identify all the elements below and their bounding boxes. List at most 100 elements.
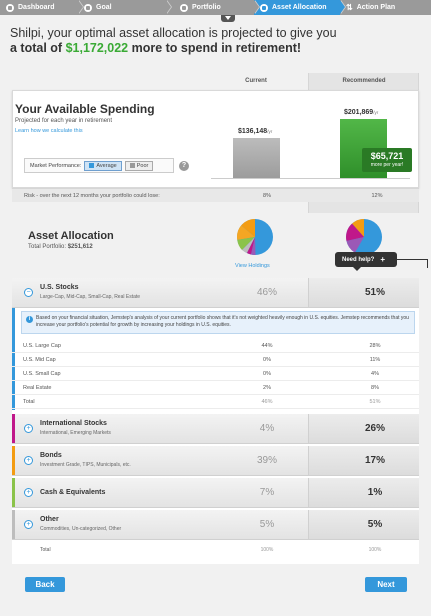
- portfolio-icon: [180, 3, 188, 12]
- subcategory-name: U.S. Large Cap: [23, 343, 61, 349]
- market-performance-selector: Market Performance: Average Poor: [24, 158, 174, 173]
- subcategory-current: 0%: [263, 371, 271, 377]
- poor-icon: [129, 163, 135, 168]
- subcategory-current: 2%: [263, 385, 271, 391]
- current-spending-amount: $136,148: [238, 128, 268, 135]
- current-allocation-pie[interactable]: [237, 219, 273, 255]
- pie-slice-real-estate: [346, 237, 364, 253]
- nav-step-dashboard[interactable]: Dashboard: [0, 0, 84, 15]
- headline-suffix: more to spend in retirement!: [128, 41, 302, 55]
- subcategory-current: 0%: [263, 357, 271, 363]
- us-stocks-color-stripe: [12, 278, 15, 410]
- nav-step-label: Dashboard: [18, 4, 55, 11]
- pie-slice-bonds-2: [237, 225, 255, 240]
- subcategory-current: 44%: [261, 343, 273, 349]
- category-current: 4%: [259, 423, 275, 434]
- category-row-cash-equivalents[interactable]: + Cash & Equivalents 7% 1%: [12, 478, 419, 508]
- category-row-us-stocks[interactable]: − U.S. Stocks Large-Cap, Mid-Cap, Small-…: [12, 278, 419, 308]
- subcategory-recommended: 8%: [371, 385, 379, 391]
- nav-step-label: Portfolio: [192, 4, 221, 11]
- table-row: U.S. Mid Cap 0% 11%: [12, 353, 419, 367]
- plus-icon: +: [380, 255, 386, 264]
- pie-slice-bonds: [352, 219, 364, 237]
- nav-step-label: Action Plan: [356, 4, 396, 11]
- risk-row: Risk - over the next 12 months your port…: [12, 188, 419, 202]
- category-name: Other: [40, 516, 59, 523]
- per-year-unit: /yr: [373, 110, 379, 115]
- back-button[interactable]: Back: [25, 577, 65, 592]
- category-recommended: 51%: [364, 287, 385, 298]
- view-holdings-link[interactable]: View Holdings: [235, 263, 270, 269]
- goal-icon: [84, 3, 92, 12]
- subcategory-recommended: 11%: [369, 357, 381, 363]
- swap-arrows-icon: ⇅: [346, 3, 353, 12]
- headline-amount: $1,172,022: [65, 41, 129, 55]
- table-row-total: Total 46% 51%: [12, 395, 419, 409]
- table-row: U.S. Large Cap 44% 28%: [12, 339, 419, 353]
- subcategory-current: 46%: [261, 399, 273, 405]
- asset-allocation-title: Asset Allocation: [28, 230, 114, 242]
- expand-icon[interactable]: +: [24, 456, 33, 465]
- market-poor-button[interactable]: Poor: [124, 160, 154, 171]
- category-row-international-stocks[interactable]: + International Stocks International, Em…: [12, 414, 419, 444]
- collapse-icon[interactable]: −: [24, 288, 33, 297]
- callout-line-vertical: [427, 259, 428, 268]
- next-button[interactable]: Next: [365, 577, 407, 592]
- nav-step-portfolio[interactable]: Portfolio: [166, 0, 260, 15]
- subcategory-recommended: 28%: [369, 343, 381, 349]
- per-year-unit: /yr: [267, 129, 273, 134]
- recommended-allocation-pie[interactable]: [346, 219, 382, 255]
- grand-total-label: Total: [40, 547, 51, 553]
- category-name: Cash & Equivalents: [40, 489, 106, 496]
- pie-slice-international: [247, 237, 255, 255]
- market-performance-label: Market Performance:: [30, 162, 82, 169]
- category-recommended: 1%: [367, 487, 383, 498]
- expand-icon[interactable]: +: [24, 520, 33, 529]
- column-header-current: Current: [245, 78, 267, 84]
- category-current: 39%: [256, 455, 277, 466]
- subcategory-name: U.S. Small Cap: [23, 371, 61, 377]
- nav-step-action-plan[interactable]: ⇅ Action Plan: [340, 0, 431, 15]
- category-row-bonds[interactable]: + Bonds Investment Grade, TIPS, Municipa…: [12, 446, 419, 476]
- more-per-year-badge: $65,721 more per year!: [362, 148, 412, 172]
- category-subtitle: Commodities, Un-categorized, Other: [40, 526, 122, 532]
- category-recommended: 26%: [364, 423, 385, 434]
- need-help-label: Need help?: [342, 256, 375, 263]
- pie-slice-real-estate: [251, 237, 256, 255]
- nav-step-goal[interactable]: Goal: [78, 0, 172, 15]
- category-subtitle: International, Emerging Markets: [40, 430, 111, 436]
- risk-label: Risk - over the next 12 months your port…: [24, 193, 160, 199]
- pie-slice-cash: [237, 237, 255, 250]
- total-portfolio-label: Total Portfolio:: [28, 244, 67, 250]
- category-row-other[interactable]: + Other Commodities, Un-categorized, Oth…: [12, 510, 419, 540]
- recommended-spending-amount: $201,869: [344, 109, 374, 116]
- pie-slice-bonds: [241, 219, 255, 237]
- need-help-button[interactable]: Need help? +: [335, 252, 397, 271]
- market-option-label: Average: [96, 162, 117, 169]
- category-current: 7%: [259, 487, 275, 498]
- headline-line1: Shilpi, your optimal asset allocation is…: [10, 26, 337, 40]
- subcategory-recommended: 4%: [371, 371, 379, 377]
- subcategory-name: U.S. Mid Cap: [23, 357, 56, 363]
- pie-slice-other: [242, 237, 255, 253]
- table-row: Real Estate 2% 8%: [12, 381, 419, 395]
- chevron-down-icon[interactable]: [221, 15, 235, 22]
- pie-slice-international: [346, 223, 364, 241]
- expand-icon[interactable]: +: [24, 424, 33, 433]
- category-name: International Stocks: [40, 420, 107, 427]
- spending-subtitle: Projected for each year in retirement: [15, 118, 113, 124]
- category-color-stripe: [12, 414, 15, 443]
- grand-total-row: Total 100% 100%: [12, 543, 419, 557]
- market-average-button[interactable]: Average: [84, 160, 122, 171]
- risk-current: 8%: [263, 193, 271, 199]
- nav-step-label: Asset Allocation: [272, 4, 327, 11]
- learn-calculation-link[interactable]: Learn how we calculate this: [15, 128, 83, 134]
- category-subtitle: Large-Cap, Mid-Cap, Small-Cap, Real Esta…: [40, 294, 141, 300]
- headline-prefix: a total of: [10, 41, 66, 55]
- help-question-icon[interactable]: ?: [179, 161, 189, 171]
- recommended-spending-value: $201,869/yr: [344, 109, 378, 116]
- info-text: Based on your financial situation, Jemst…: [36, 315, 409, 328]
- nav-step-asset-allocation[interactable]: Asset Allocation: [254, 0, 346, 15]
- expand-icon[interactable]: +: [24, 488, 33, 497]
- category-color-stripe: [12, 478, 15, 507]
